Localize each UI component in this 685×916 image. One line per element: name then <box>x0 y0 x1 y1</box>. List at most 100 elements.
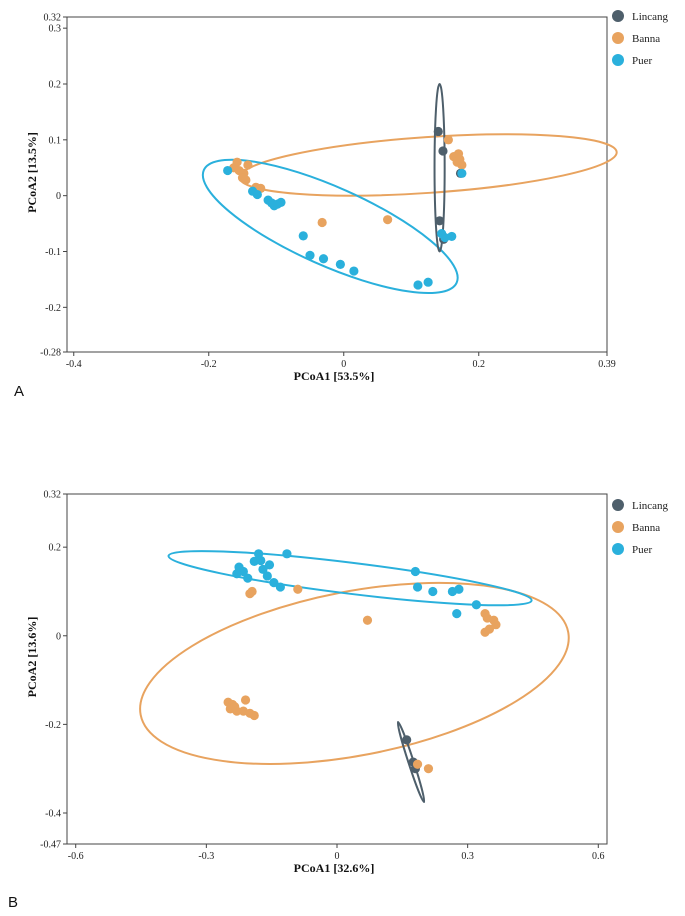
data-point-puer <box>471 600 481 610</box>
panel-a: -0.4 -0.2 0 0.2 0.39 0.320.3 0.2 0.1 0 -0.1 -0.2 -… <box>14 10 669 400</box>
legend-label-banna: Banna <box>632 522 660 534</box>
y-tick-label: -0.1 <box>45 247 61 258</box>
legend-label-puer: Puer <box>632 55 653 67</box>
data-point-puer <box>440 232 450 243</box>
data-point-banna <box>317 217 327 228</box>
legend-marker-puer <box>612 543 624 555</box>
x-tick-label: -0.4 <box>66 359 82 370</box>
x-tick-label: -0.2 <box>201 359 217 370</box>
data-point-puer <box>452 609 462 619</box>
plot-frame-b <box>66 493 608 845</box>
legend-label-lincang: Lincang <box>632 500 669 512</box>
data-point-lincang <box>433 126 443 137</box>
x-tick-label: 0.6 <box>592 851 605 862</box>
y-tick-label: -0.4 <box>45 808 61 819</box>
x-tick-label: -0.3 <box>198 851 214 862</box>
data-point-puer <box>275 582 285 592</box>
data-point-puer <box>298 231 308 241</box>
data-point-puer <box>428 586 438 597</box>
data-point-puer <box>243 573 253 583</box>
x-tick-label: -0.6 <box>68 851 84 862</box>
legend-marker-banna <box>612 32 624 44</box>
data-point-banna <box>232 706 242 716</box>
confidence-ellipse-lincang <box>433 83 446 253</box>
panel-b: -0.6 -0.3 0 0.3 0.6 0.32 0.2 0 -0.2 -0.4 -0.47 PC… <box>8 490 669 912</box>
confidence-ellipse-puer <box>201 158 459 295</box>
legend-marker-puer <box>612 54 624 66</box>
data-point-puer <box>457 168 467 178</box>
y-tick-label: 0 <box>56 191 61 202</box>
data-point-puer <box>264 560 275 570</box>
legend-label-banna: Banna <box>632 33 660 45</box>
data-point-lincang <box>435 216 445 226</box>
data-point-banna <box>243 160 253 170</box>
panel-label-a: A <box>14 383 24 400</box>
legend-marker-banna <box>612 521 624 533</box>
y-tick-label: 0.32 <box>44 490 62 501</box>
data-point-puer <box>349 266 359 276</box>
legend-label-lincang: Lincang <box>632 11 669 23</box>
data-point-banna <box>423 764 434 774</box>
legend-marker-lincang <box>612 499 624 511</box>
legend-marker-lincang <box>612 10 624 22</box>
data-point-banna <box>383 215 393 225</box>
y-tick-label: 0.3 <box>49 24 62 35</box>
y-tick-label: 0.2 <box>49 80 62 91</box>
x-tick-label: 0.3 <box>461 851 474 862</box>
data-point-puer <box>256 555 266 566</box>
data-point-puer <box>223 165 233 176</box>
x-axis-label-b: PCoA1 [32.6%] <box>294 861 375 875</box>
confidence-ellipse-banna <box>139 581 570 765</box>
y-tick-label: 0.1 <box>49 135 62 146</box>
legend-label-puer: Puer <box>632 544 653 556</box>
data-point-puer <box>269 578 279 588</box>
data-point-banna <box>452 157 462 167</box>
legend-b: Lincang Banna Puer <box>612 499 669 556</box>
legend-a: Lincang Banna Puer <box>612 10 669 67</box>
x-axis-label-a: PCoA1 [53.5%] <box>294 369 375 383</box>
data-point-puer <box>410 566 420 577</box>
y-tick-label: 0.32 <box>44 13 62 24</box>
data-point-puer <box>305 250 315 261</box>
data-point-lincang <box>438 146 448 156</box>
data-point-puer <box>423 277 433 287</box>
data-point-banna <box>293 584 303 594</box>
x-tick-label: 0.39 <box>598 359 616 370</box>
plot-frame-a <box>66 16 608 353</box>
data-point-puer <box>412 582 423 592</box>
x-tick-label: 0.2 <box>473 359 486 370</box>
data-point-puer <box>447 231 457 242</box>
y-tick-label: -0.2 <box>45 720 61 731</box>
data-point-banna <box>241 175 251 185</box>
confidence-ellipse-puer <box>167 550 533 607</box>
confidence-ellipse-banna <box>238 133 618 197</box>
y-tick-label: 0 <box>56 631 61 642</box>
data-point-banna <box>480 627 490 637</box>
data-point-banna <box>362 615 373 625</box>
data-point-puer <box>258 564 268 574</box>
x-tick-label: 0 <box>341 359 346 370</box>
y-axis-label-b: PCoA2 [13.6%] <box>25 617 39 698</box>
y-tick-label: 0.2 <box>49 543 62 554</box>
y-tick-label: -0.28 <box>40 348 61 359</box>
data-point-banna <box>412 759 423 769</box>
data-point-puer <box>335 259 345 269</box>
y-tick-label: -0.2 <box>45 303 61 314</box>
data-point-puer <box>318 254 329 264</box>
data-point-banna <box>491 620 501 630</box>
y-tick-label: -0.47 <box>40 840 61 851</box>
data-point-banna <box>240 695 251 705</box>
data-point-puer <box>454 584 464 594</box>
data-point-banna <box>249 710 259 721</box>
y-axis-label-a: PCoA2 [13.5%] <box>25 132 39 213</box>
data-point-banna <box>245 589 255 599</box>
data-point-puer <box>232 569 242 579</box>
data-point-puer <box>262 571 272 581</box>
data-point-lincang <box>402 735 412 745</box>
x-tick-label: 0 <box>335 851 340 862</box>
data-point-puer <box>282 549 292 559</box>
data-point-puer <box>413 280 423 290</box>
data-point-puer <box>276 197 286 207</box>
panel-label-b: B <box>8 894 18 911</box>
